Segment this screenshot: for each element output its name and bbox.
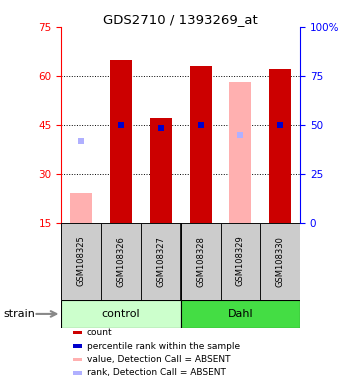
Text: GSM108326: GSM108326 bbox=[117, 236, 125, 286]
Bar bbox=[229, 83, 251, 223]
Bar bbox=[70, 194, 92, 223]
Bar bbox=[110, 60, 132, 223]
Bar bbox=[190, 66, 211, 223]
Text: Dahl: Dahl bbox=[227, 309, 253, 319]
Text: value, Detection Call = ABSENT: value, Detection Call = ABSENT bbox=[87, 355, 230, 364]
Text: count: count bbox=[87, 328, 112, 337]
Bar bbox=[269, 70, 291, 223]
Bar bbox=[181, 300, 300, 328]
Text: GSM108325: GSM108325 bbox=[77, 236, 86, 286]
Text: GSM108327: GSM108327 bbox=[156, 236, 165, 286]
Text: GSM108329: GSM108329 bbox=[236, 236, 245, 286]
Text: GSM108328: GSM108328 bbox=[196, 236, 205, 286]
Bar bbox=[61, 223, 101, 300]
Title: GDS2710 / 1393269_at: GDS2710 / 1393269_at bbox=[103, 13, 258, 26]
Bar bbox=[61, 300, 181, 328]
Bar bbox=[221, 223, 260, 300]
Bar bbox=[73, 371, 82, 374]
Text: rank, Detection Call = ABSENT: rank, Detection Call = ABSENT bbox=[87, 368, 225, 377]
Bar bbox=[150, 118, 172, 223]
Bar bbox=[141, 223, 181, 300]
Bar bbox=[101, 223, 141, 300]
Bar bbox=[73, 344, 82, 348]
Bar bbox=[181, 223, 221, 300]
Text: strain: strain bbox=[3, 309, 35, 319]
Text: percentile rank within the sample: percentile rank within the sample bbox=[87, 342, 240, 351]
Text: GSM108330: GSM108330 bbox=[276, 236, 285, 286]
Bar bbox=[73, 358, 82, 361]
Text: control: control bbox=[102, 309, 140, 319]
Bar bbox=[260, 223, 300, 300]
Bar bbox=[73, 331, 82, 334]
